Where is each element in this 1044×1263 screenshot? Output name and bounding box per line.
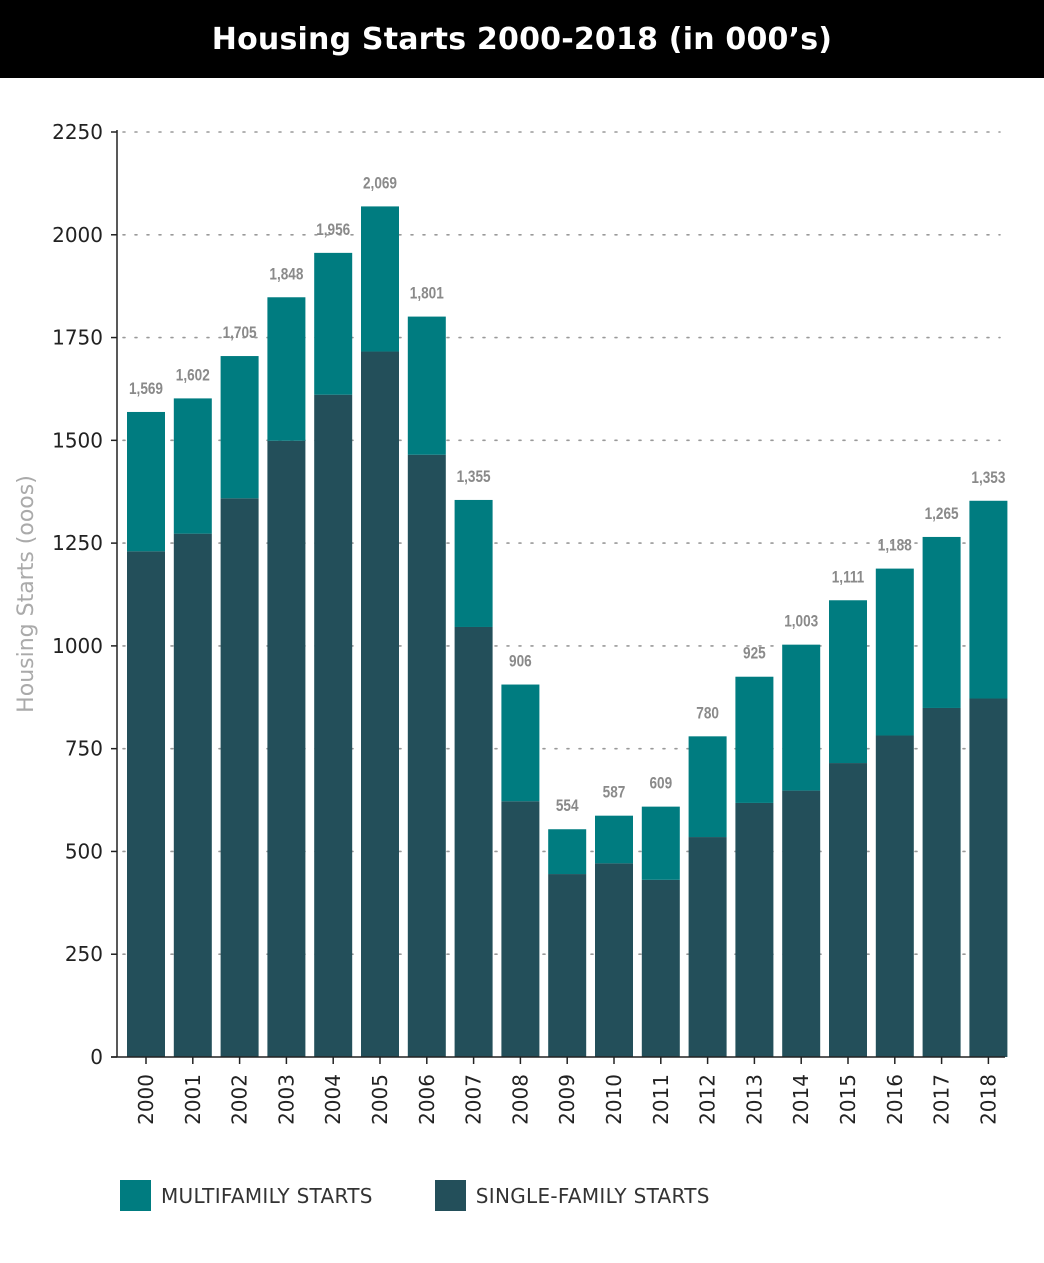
y-tick-label: 250 (65, 942, 103, 966)
bar-multifamily-2003 (267, 297, 306, 441)
bar-single-family-2014 (782, 790, 821, 1057)
bar-single-family-2006 (407, 454, 446, 1057)
bar-single-family-2012 (688, 837, 727, 1057)
bar-multifamily-2004 (314, 252, 353, 395)
bar-multifamily-2008 (501, 684, 540, 802)
total-label-2014: 1,003 (784, 612, 818, 631)
total-label-2005: 2,069 (363, 174, 397, 193)
total-label-2001: 1,602 (176, 366, 210, 385)
bar-multifamily-2016 (875, 568, 914, 736)
x-tick-label-2010: 2010 (602, 1074, 626, 1125)
total-label-2013: 925 (743, 644, 766, 663)
bar-multifamily-2017 (922, 536, 961, 708)
x-tick-label-2008: 2008 (508, 1074, 532, 1125)
total-label-2010: 587 (603, 783, 626, 802)
legend: MULTIFAMILY STARTS SINGLE-FAMILY STARTS (120, 1180, 772, 1211)
bar-multifamily-2006 (407, 316, 446, 455)
bar-single-family-2011 (641, 879, 680, 1057)
y-tick-label: 1250 (52, 531, 103, 555)
total-label-2002: 1,705 (223, 324, 257, 343)
legend-swatch-multifamily (120, 1180, 151, 1211)
x-tick-label-2001: 2001 (181, 1074, 205, 1125)
total-label-2004: 1,956 (316, 221, 350, 240)
y-tick-label: 1500 (52, 428, 103, 452)
bar-multifamily-2012 (688, 736, 727, 838)
bar-single-family-2004 (314, 394, 353, 1057)
x-tick-label-2014: 2014 (789, 1074, 813, 1125)
y-tick-label: 750 (65, 737, 103, 761)
x-tick-label-2012: 2012 (696, 1074, 720, 1125)
bar-single-family-2000 (127, 551, 165, 1057)
bar-single-family-2008 (501, 801, 540, 1057)
y-tick-label: 0 (90, 1045, 103, 1069)
y-tick-label: 1750 (52, 326, 103, 350)
bar-single-family-2007 (454, 626, 493, 1057)
bar-multifamily-2013 (735, 676, 774, 803)
x-tick-label-2017: 2017 (930, 1074, 954, 1125)
bar-single-family-2002 (220, 498, 259, 1057)
total-label-2009: 554 (556, 797, 579, 816)
bar-multifamily-2011 (641, 806, 680, 880)
total-label-2017: 1,265 (925, 505, 959, 524)
legend-item-multifamily: MULTIFAMILY STARTS (120, 1180, 373, 1211)
y-tick-label: 1000 (52, 634, 103, 658)
bar-multifamily-2002 (220, 356, 259, 499)
x-tick-label-2009: 2009 (555, 1074, 579, 1125)
total-label-2003: 1,848 (269, 265, 303, 284)
legend-item-single-family: SINGLE-FAMILY STARTS (434, 1180, 710, 1211)
total-label-2000: 1,569 (129, 380, 163, 399)
x-tick-label-2015: 2015 (836, 1074, 860, 1125)
x-tick-label-2016: 2016 (883, 1074, 907, 1125)
total-label-2016: 1,188 (878, 536, 912, 555)
bar-single-family-2001 (173, 533, 212, 1057)
x-tick-label-2005: 2005 (368, 1074, 392, 1125)
bar-multifamily-2001 (173, 398, 212, 534)
x-tick-label-2003: 2003 (274, 1074, 298, 1125)
y-tick-label: 500 (65, 839, 103, 863)
chart-title: Housing Starts 2000-2018 (in 000’s) (211, 21, 833, 57)
total-label-2008: 906 (509, 652, 532, 671)
bar-single-family-2017 (922, 707, 961, 1057)
bar-single-family-2005 (361, 351, 399, 1057)
title-bar: Housing Starts 2000-2018 (in 000’s) (0, 0, 1044, 78)
y-tick-label: 2250 (52, 120, 103, 144)
x-tick-label-2018: 2018 (976, 1074, 1000, 1125)
bar-multifamily-2000 (127, 411, 165, 552)
bar-single-family-2018 (969, 698, 1008, 1057)
total-label-2007: 1,355 (457, 468, 491, 487)
legend-label-single-family: SINGLE-FAMILY STARTS (475, 1183, 710, 1208)
bar-single-family-2010 (595, 863, 633, 1057)
bar-single-family-2016 (875, 735, 914, 1057)
x-tick-label-2002: 2002 (228, 1074, 252, 1125)
x-tick-label-2006: 2006 (415, 1074, 439, 1125)
bar-multifamily-2010 (595, 815, 633, 864)
bar-multifamily-2015 (829, 600, 867, 764)
x-tick-label-2004: 2004 (321, 1074, 345, 1125)
x-tick-label-2007: 2007 (462, 1074, 486, 1125)
x-tick-label-2011: 2011 (649, 1074, 673, 1125)
total-label-2018: 1,353 (971, 468, 1005, 487)
bar-single-family-2009 (548, 874, 587, 1057)
total-label-2012: 780 (696, 704, 719, 723)
x-tick-label-2013: 2013 (742, 1074, 766, 1125)
total-label-2006: 1,801 (410, 284, 444, 303)
bar-multifamily-2005 (361, 206, 399, 352)
legend-label-multifamily: MULTIFAMILY STARTS (161, 1183, 373, 1208)
x-tick-label-2000: 2000 (134, 1074, 158, 1125)
y-axis-label: Housing Starts (ooos) (14, 475, 39, 713)
legend-swatch-single-family (434, 1180, 466, 1211)
bar-single-family-2013 (735, 802, 774, 1057)
y-tick-label: 2000 (52, 223, 103, 247)
bar-multifamily-2018 (969, 500, 1008, 699)
bar-multifamily-2009 (548, 829, 587, 875)
bar-single-family-2015 (829, 763, 867, 1057)
total-label-2011: 609 (649, 774, 672, 793)
total-label-2015: 1,111 (832, 568, 865, 587)
bar-single-family-2003 (267, 440, 306, 1057)
bar-multifamily-2014 (782, 644, 821, 791)
bar-multifamily-2007 (454, 499, 493, 627)
